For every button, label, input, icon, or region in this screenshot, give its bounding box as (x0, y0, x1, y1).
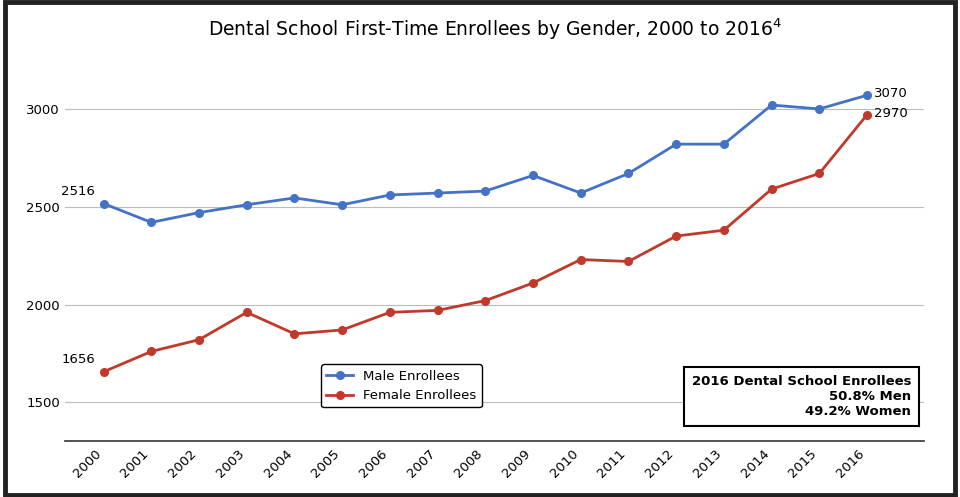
Title: Dental School First-Time Enrollees by Gender, 2000 to 2016$^{4}$: Dental School First-Time Enrollees by Ge… (207, 17, 782, 42)
Text: 2970: 2970 (874, 107, 908, 120)
Text: 2016 Dental School Enrollees
50.8% Men
49.2% Women: 2016 Dental School Enrollees 50.8% Men 4… (692, 375, 911, 418)
Legend: Male Enrollees, Female Enrollees: Male Enrollees, Female Enrollees (321, 364, 482, 408)
Text: 1656: 1656 (61, 353, 95, 366)
Text: 3070: 3070 (874, 87, 908, 100)
Text: 2516: 2516 (61, 185, 95, 198)
